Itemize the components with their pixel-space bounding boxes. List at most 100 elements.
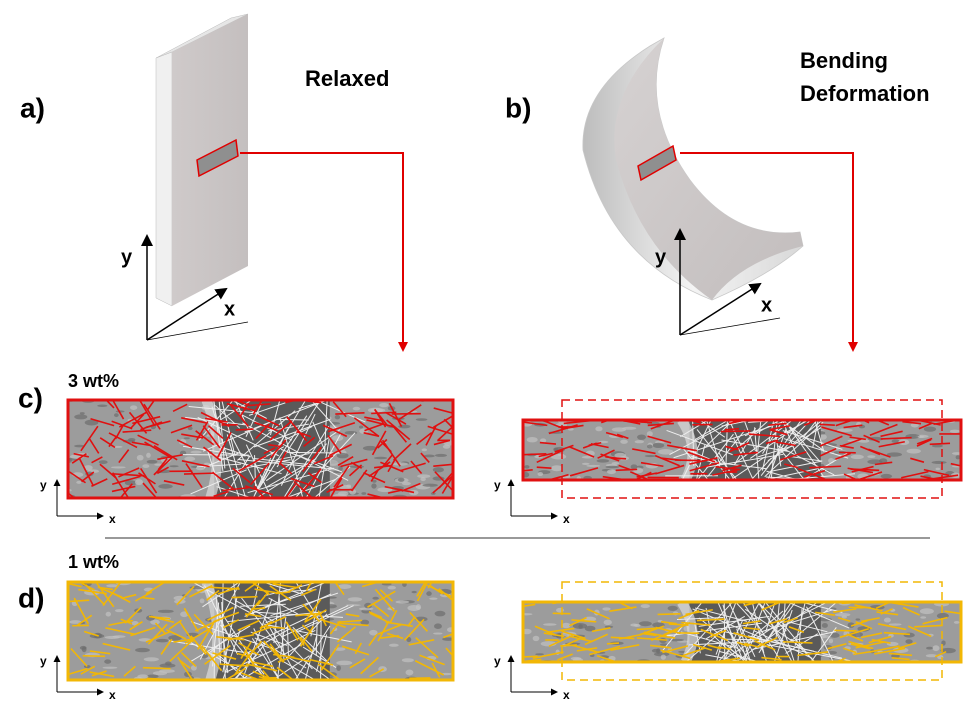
texture xyxy=(82,647,87,653)
texture xyxy=(647,431,653,437)
orientation-line xyxy=(537,467,552,468)
texture xyxy=(142,464,149,468)
orientation-line xyxy=(516,656,538,657)
texture xyxy=(135,648,150,652)
texture xyxy=(434,623,442,629)
texture xyxy=(135,479,143,485)
texture xyxy=(389,644,399,647)
texture xyxy=(348,597,362,601)
orientation-line xyxy=(930,443,950,444)
texture xyxy=(106,612,111,617)
texture xyxy=(80,412,85,414)
texture xyxy=(159,669,175,673)
texture xyxy=(829,639,833,644)
texture xyxy=(867,455,875,458)
texture xyxy=(335,415,340,420)
texture xyxy=(146,453,151,458)
orientation-line xyxy=(616,469,637,470)
orientation-line xyxy=(669,624,689,625)
axis-label: y xyxy=(40,478,47,492)
texture xyxy=(402,658,414,662)
texture xyxy=(422,484,437,487)
panel-label: b) xyxy=(505,92,531,123)
texture xyxy=(396,600,410,603)
texture xyxy=(620,440,628,444)
texture xyxy=(614,453,626,458)
texture xyxy=(905,639,912,644)
texture xyxy=(668,606,678,611)
texture xyxy=(653,443,665,448)
texture xyxy=(571,657,581,660)
orientation-line xyxy=(83,656,105,657)
axis-label: x xyxy=(563,688,570,699)
axis-label: x xyxy=(109,688,116,699)
texture xyxy=(361,492,366,495)
texture xyxy=(411,591,416,593)
texture xyxy=(336,661,352,666)
row-label: d) xyxy=(18,582,44,613)
texture xyxy=(557,454,564,456)
texture xyxy=(920,616,926,619)
texture xyxy=(200,599,205,604)
texture xyxy=(417,474,430,478)
orientation-line xyxy=(658,614,681,615)
orientation-line xyxy=(184,473,214,474)
micrograph xyxy=(516,379,963,512)
texture xyxy=(443,445,450,449)
texture xyxy=(104,659,111,663)
texture xyxy=(830,633,840,638)
axis-label: y xyxy=(40,654,47,668)
texture xyxy=(889,623,902,625)
texture xyxy=(538,472,544,476)
micrograph xyxy=(60,363,459,530)
relaxed-slab xyxy=(156,14,248,306)
axis-label: x xyxy=(224,298,235,320)
texture xyxy=(936,468,941,471)
texture xyxy=(602,607,610,610)
texture xyxy=(635,440,644,443)
z-axis xyxy=(680,318,780,335)
texture xyxy=(370,408,385,412)
axis-label: y xyxy=(494,478,501,492)
texture xyxy=(835,613,851,616)
texture xyxy=(926,647,933,650)
panel-caption: Relaxed xyxy=(305,66,389,91)
texture xyxy=(656,648,660,653)
texture xyxy=(551,465,563,471)
slab-side xyxy=(156,52,172,306)
axis-label: y xyxy=(494,654,501,668)
texture xyxy=(103,667,118,669)
texture xyxy=(97,404,107,406)
texture xyxy=(372,597,378,600)
orientation-line xyxy=(371,412,396,413)
bent-slab xyxy=(583,38,803,300)
texture xyxy=(76,481,81,484)
row-label: c) xyxy=(18,382,43,413)
texture xyxy=(582,463,590,465)
texture xyxy=(105,636,120,639)
texture xyxy=(422,448,427,451)
orientation-line xyxy=(236,429,254,430)
texture xyxy=(527,437,538,442)
texture xyxy=(345,431,358,435)
panel-caption: Bending xyxy=(800,48,888,73)
texture xyxy=(920,608,934,614)
texture xyxy=(111,466,126,468)
texture xyxy=(398,478,404,482)
texture xyxy=(190,451,201,454)
texture xyxy=(374,457,387,460)
texture xyxy=(637,434,646,439)
texture xyxy=(645,455,657,457)
texture xyxy=(402,482,411,485)
texture xyxy=(597,459,610,463)
texture xyxy=(634,624,641,627)
texture xyxy=(336,665,341,671)
axis-label: x xyxy=(563,512,570,526)
orientation-line xyxy=(143,668,171,669)
texture xyxy=(612,462,620,465)
texture xyxy=(359,425,363,428)
axis-label: y xyxy=(121,246,133,268)
texture xyxy=(607,469,616,474)
concentration: 3 wt% xyxy=(68,371,119,391)
